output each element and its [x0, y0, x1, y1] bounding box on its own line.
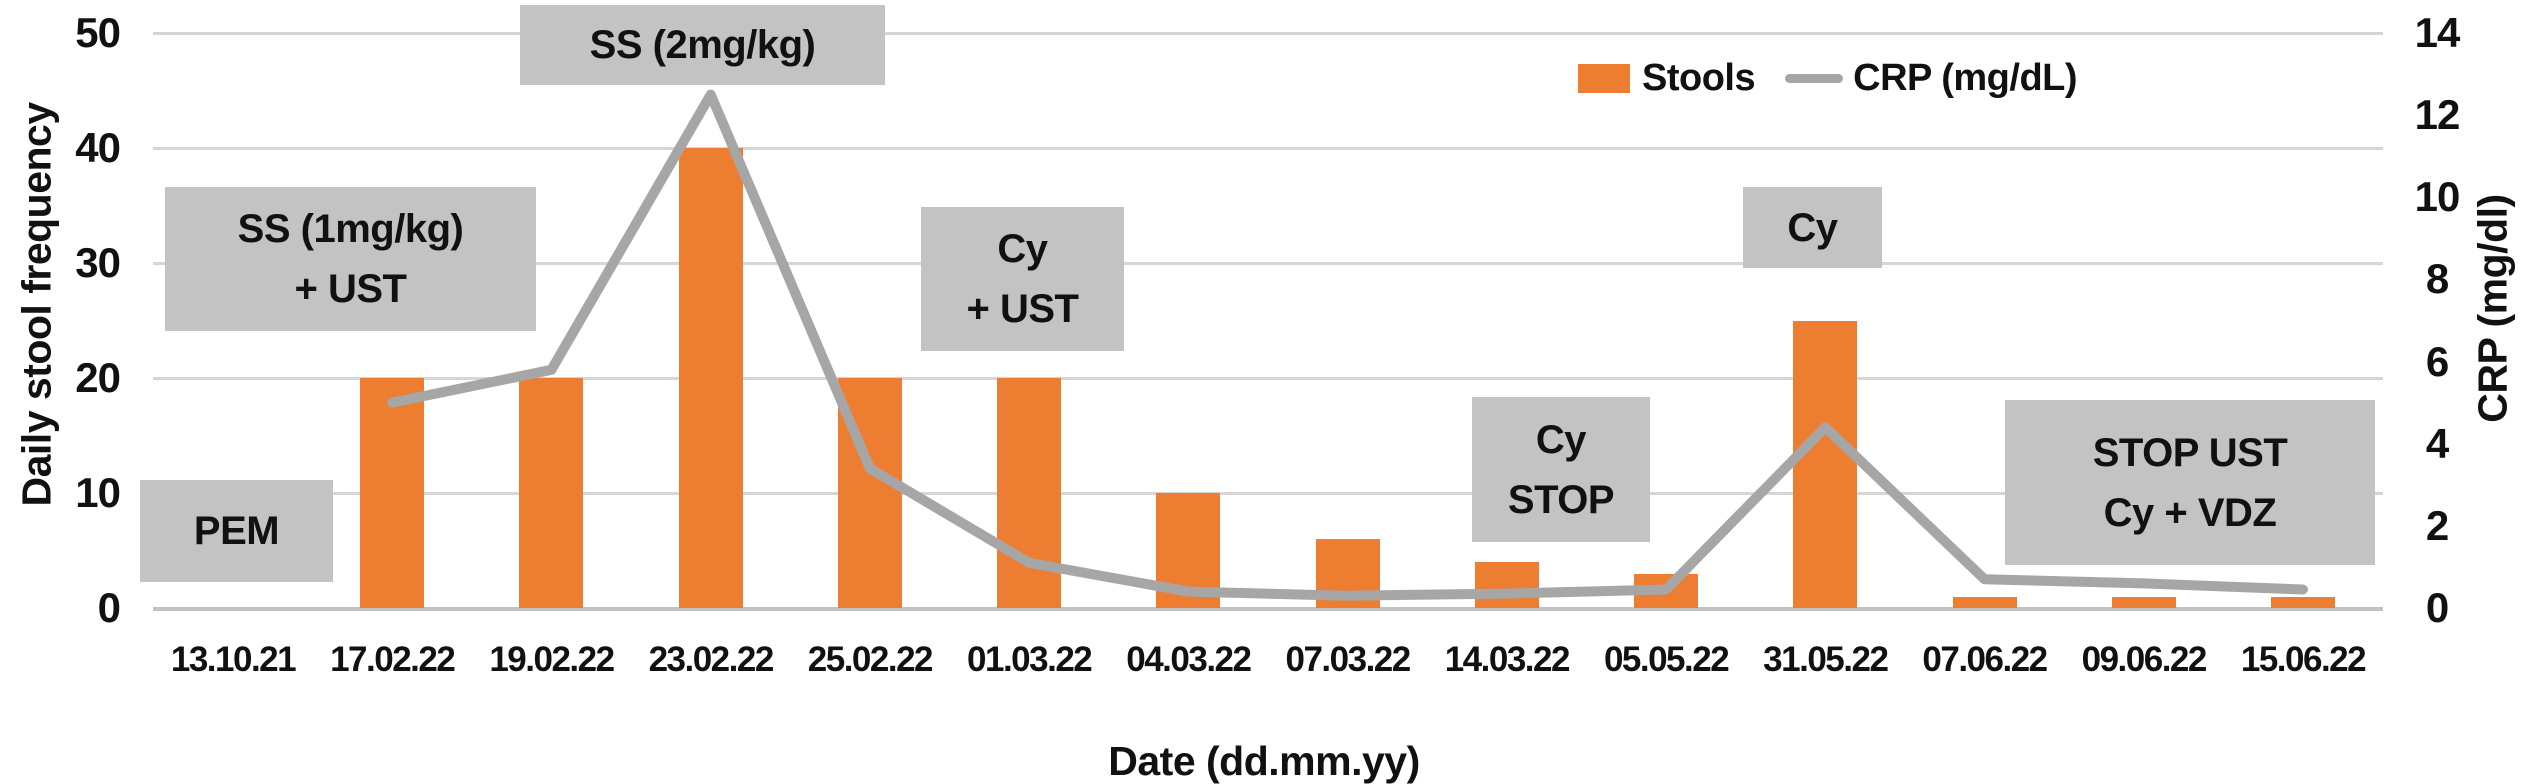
annotation-box: Cy + UST: [921, 207, 1124, 351]
y-tick-label-right: 4: [2425, 419, 2449, 467]
gridline: [153, 376, 2383, 380]
y-tick-label-left: 0: [97, 584, 121, 631]
gridline: [153, 146, 2383, 150]
x-tick-label: 04.03.22: [1126, 640, 1252, 679]
x-tick-label: 13.10.21: [170, 640, 297, 679]
x-tick-label: 25.02.22: [807, 640, 934, 679]
y-tick-label-left: 40: [75, 124, 121, 171]
stools-bar: [678, 148, 743, 608]
x-tick-label: 15.06.22: [2240, 640, 2367, 679]
annotation-text: STOP UST: [2092, 430, 2288, 475]
y-tick-label-right: 8: [2425, 255, 2449, 303]
x-tick-label: 07.03.22: [1285, 640, 1411, 679]
legend-crp-label: CRP (mg/dL): [1853, 56, 2078, 99]
stools-bar: [2270, 596, 2335, 608]
stools-bar: [1474, 562, 1539, 608]
x-tick-label: 09.06.22: [2081, 640, 2208, 679]
annotation-box: SS (1mg/kg) + UST: [165, 187, 536, 331]
legend-stools-label: Stools: [1642, 56, 1756, 99]
annotation-text: + UST: [966, 287, 1079, 331]
stools-bar: [519, 378, 584, 608]
stools-bar: [360, 378, 425, 608]
x-tick-label: 05.05.22: [1603, 640, 1730, 679]
annotation-text: SS (2mg/kg): [589, 23, 816, 67]
x-tick-label: 07.06.22: [1922, 640, 2048, 679]
annotation-text: Cy: [997, 227, 1048, 271]
x-tick-label: 19.02.22: [489, 640, 615, 679]
annotation-text: PEM: [193, 509, 280, 553]
annotation-box: Cy STOP: [1472, 397, 1650, 542]
y-tick-label-left: 30: [75, 239, 121, 286]
y-tick-label-right: 6: [2425, 337, 2449, 385]
y-tick-label-right: 14: [2414, 9, 2461, 56]
annotation-text: + UST: [294, 267, 407, 311]
y-tick-label-left: 20: [75, 354, 121, 401]
left-axis-title: Daily stool frequency: [13, 102, 60, 507]
stools-bar: [1952, 596, 2017, 608]
gridline: [153, 491, 2383, 495]
x-axis-baseline: [153, 606, 2383, 611]
crp-line: [387, 89, 2308, 601]
annotation-text: Cy: [1535, 417, 1587, 462]
stools-bar: [1793, 320, 1858, 608]
annotation-text: STOP: [1507, 477, 1615, 522]
annotation-box: SS (2mg/kg): [520, 5, 885, 85]
right-axis-title: CRP (mg/dl): [2469, 194, 2516, 423]
x-tick-label: 14.03.22: [1444, 640, 1571, 679]
annotation-text: Cy + VDZ: [2103, 490, 2277, 535]
annotation-box: STOP UST Cy + VDZ: [2005, 400, 2375, 565]
annotation-text: SS (1mg/kg): [237, 207, 464, 251]
y-tick-label-right: 2: [2425, 501, 2449, 549]
gridline: [153, 31, 2383, 35]
x-tick-label: 17.02.22: [330, 640, 456, 679]
annotation-box: Cy: [1743, 187, 1882, 268]
x-tick-label: 01.03.22: [967, 640, 1093, 679]
x-tick-label: 23.02.22: [648, 640, 775, 679]
x-axis-title: Date (dd.mm.yy): [1108, 738, 1420, 784]
y-tick-label-right: 0: [2425, 584, 2449, 631]
x-tick-label: 31.05.22: [1763, 640, 1889, 679]
annotation-text: Cy: [1787, 205, 1838, 250]
legend-stools-swatch: [1578, 63, 1630, 93]
gridline: [153, 261, 2383, 265]
legend-crp-line-swatch: [1785, 73, 1844, 83]
legend: Stools CRP (mg/dL): [1578, 56, 2078, 100]
stools-bar: [2111, 596, 2176, 608]
y-tick-label-right: 10: [2414, 173, 2461, 221]
y-tick-label-right: 12: [2414, 91, 2461, 139]
y-tick-label-left: 50: [75, 9, 121, 56]
y-tick-label-left: 10: [75, 469, 121, 516]
annotation-box: PEM: [140, 480, 333, 582]
